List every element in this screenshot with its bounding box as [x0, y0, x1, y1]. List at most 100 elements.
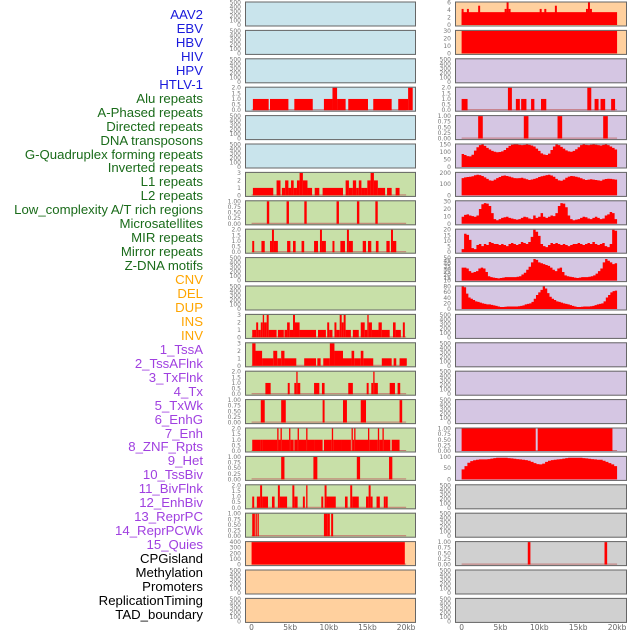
bar — [319, 229, 322, 253]
bar — [371, 329, 379, 338]
bar — [252, 187, 274, 196]
bar — [307, 187, 313, 196]
bar — [360, 400, 367, 423]
bar — [373, 98, 392, 111]
bar — [344, 496, 348, 508]
bar — [262, 439, 278, 451]
track-panel-left-14: 0.000.250.500.751.00 — [228, 397, 416, 427]
bar — [395, 187, 400, 196]
panel-frame — [455, 569, 627, 595]
bar — [299, 329, 317, 338]
y-tick-label: 0.25 — [228, 414, 242, 421]
bar — [258, 329, 261, 338]
bar — [271, 229, 274, 253]
bar — [362, 240, 367, 253]
y-tick-label: 0 — [237, 164, 241, 171]
track-label: HPV — [175, 62, 203, 78]
bar — [355, 439, 368, 451]
y-tick-label: 0.00 — [228, 420, 242, 427]
bar — [375, 201, 378, 224]
y-tick-label: 500 — [440, 482, 452, 489]
y-tick-label: 20 — [443, 206, 451, 213]
y-tick-label: 500 — [230, 113, 242, 120]
bar — [262, 496, 269, 508]
y-tick-label: 100 — [440, 181, 452, 188]
bar — [293, 240, 296, 253]
y-tick-label: 200 — [230, 127, 242, 134]
y-tick-label: 0.00 — [438, 562, 452, 569]
y-tick-label: 0.5 — [231, 102, 241, 109]
track-label: MIR repeats — [131, 230, 203, 246]
bar — [323, 98, 333, 111]
y-tick-label: 300 — [230, 65, 242, 72]
bar — [541, 98, 547, 111]
panel-background — [245, 370, 416, 396]
bar — [332, 87, 338, 111]
panel-background — [455, 115, 627, 141]
bar — [280, 428, 282, 451]
y-tick-label: 2.0 — [441, 85, 451, 92]
y-tick-label: 400 — [440, 572, 452, 579]
bar — [377, 187, 386, 196]
panel-frame — [455, 58, 627, 84]
y-tick-label: 20 — [443, 300, 451, 307]
bar — [376, 496, 380, 508]
y-tick-label: 500 — [230, 284, 242, 291]
y-tick-label: 30 — [443, 266, 451, 273]
y-tick-label: 500 — [230, 28, 242, 35]
bar — [521, 98, 527, 111]
bar — [321, 240, 326, 253]
bar — [306, 485, 308, 508]
bar — [278, 439, 281, 451]
panel-frame — [455, 399, 627, 425]
y-tick-label: 20 — [443, 272, 451, 279]
y-tick-label: 0.00 — [438, 448, 452, 455]
bar — [506, 2, 509, 25]
panel-frame — [455, 597, 627, 623]
bar — [307, 439, 315, 451]
y-tick-label: 0 — [447, 334, 451, 341]
y-tick-label: 400 — [230, 61, 242, 68]
y-tick-label: 0 — [237, 278, 241, 285]
track-label: HBV — [175, 34, 203, 50]
bar — [461, 8, 464, 25]
y-tick-label: 60 — [443, 289, 451, 296]
panel-frame — [455, 86, 627, 112]
y-tick-label: 400 — [230, 288, 242, 295]
y-tick-label: 400 — [440, 61, 452, 68]
baseline — [251, 421, 407, 423]
y-tick-label: 500 — [440, 397, 452, 404]
bar — [333, 439, 342, 451]
area-profile — [461, 229, 618, 253]
bar — [256, 496, 261, 508]
bar — [603, 116, 608, 139]
y-tick-label: 500 — [440, 369, 452, 376]
bar — [478, 5, 481, 25]
bar — [329, 343, 335, 366]
bar — [368, 485, 371, 508]
track-panel-left-13: 0.00.51.01.52.0 — [231, 369, 416, 398]
panel-frame — [455, 143, 627, 169]
bar — [377, 428, 380, 451]
y-tick-label: 200 — [440, 609, 452, 616]
y-tick-label: 0.75 — [438, 431, 452, 438]
y-tick-label: 500 — [230, 56, 242, 63]
y-tick-label: 0.25 — [438, 556, 452, 563]
y-tick-label: 500 — [230, 0, 242, 7]
y-tick-label: 3 — [237, 340, 241, 347]
y-tick-label: 15 — [443, 275, 451, 282]
panel-frame — [245, 143, 416, 169]
y-tick-label: 1.00 — [228, 198, 242, 205]
bar — [387, 187, 392, 196]
y-tick-label: 1.0 — [231, 494, 241, 501]
bar — [348, 382, 353, 395]
area-profile — [461, 457, 618, 480]
y-tick-label: 0.25 — [228, 528, 242, 535]
baseline — [461, 563, 618, 565]
bar — [268, 329, 277, 338]
